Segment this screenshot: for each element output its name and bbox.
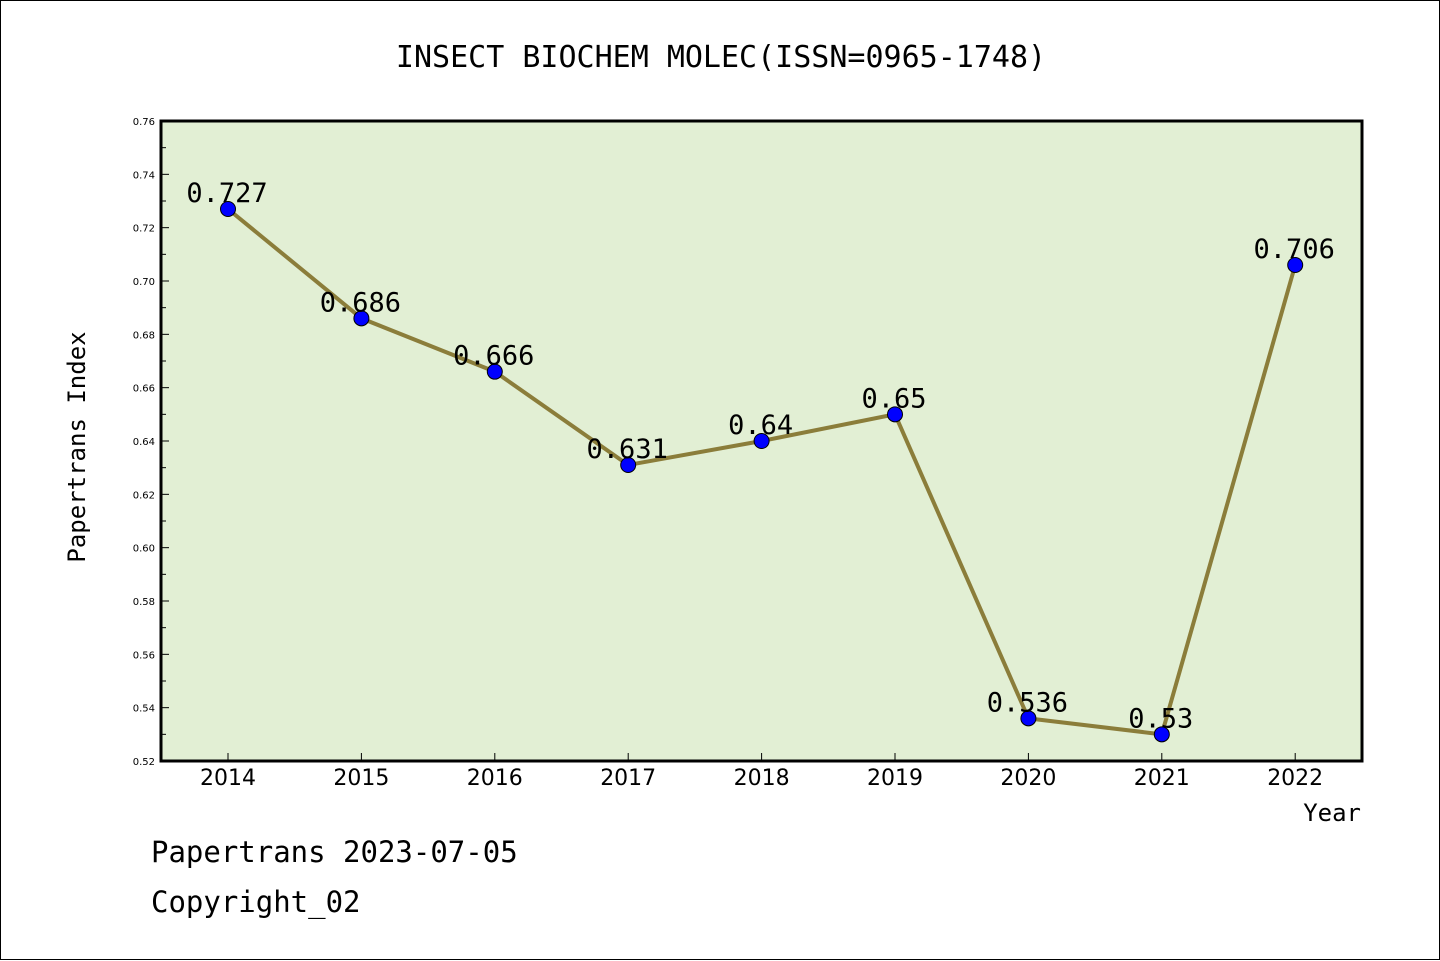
data-point — [486, 363, 503, 380]
y-tick-label: 0.74 — [133, 170, 155, 181]
data-point — [220, 201, 236, 217]
data-label: 0.727 — [186, 178, 267, 209]
y-tick-label: 0.52 — [133, 757, 155, 768]
source-date-text: Papertrans 2023-07-05 — [151, 835, 518, 869]
data-label: 0.666 — [453, 341, 534, 372]
data-point — [620, 457, 637, 473]
y-tick-label: 0.72 — [133, 224, 155, 235]
data-label: 0.64 — [728, 410, 793, 441]
data-label: 0.53 — [1128, 703, 1193, 734]
data-label: 0.631 — [587, 434, 668, 465]
data-label: 0.686 — [320, 287, 401, 318]
y-tick-label: 0.70 — [133, 277, 155, 288]
y-tick-label: 0.76 — [133, 117, 155, 128]
x-axis: 2014 2015 2016 2017 2018 2019 2020 2021 2022 — [200, 753, 1323, 791]
x-tick-label: 2022 — [1267, 766, 1323, 791]
x-tick-label: 2019 — [867, 766, 923, 791]
data-label: 0.706 — [1254, 234, 1335, 265]
data-point — [1153, 726, 1170, 743]
series — [220, 201, 1304, 743]
y-tick-label: 0.58 — [133, 597, 155, 608]
y-tick-label: 0.62 — [133, 490, 155, 501]
y-tick-label: 0.68 — [133, 330, 155, 341]
data-point — [887, 406, 903, 423]
x-tick-label: 2016 — [467, 766, 523, 791]
y-axis-title: Papertrans Index — [63, 331, 91, 562]
y-tick-label: 0.56 — [133, 650, 155, 661]
x-tick-label: 2021 — [1134, 766, 1190, 791]
copyright-text: Copyright_02 — [151, 885, 361, 919]
data-label: 0.65 — [861, 383, 926, 414]
data-labels: 0.727 0.686 0.666 0.631 0.64 0.65 0.536 0.53 0.7… — [186, 178, 1334, 734]
y-tick-label: 0.54 — [133, 704, 155, 715]
data-point — [753, 433, 770, 449]
data-point — [353, 310, 370, 327]
data-point — [1020, 710, 1037, 727]
x-tick-label: 2018 — [734, 766, 790, 791]
y-tick-label: 0.64 — [133, 437, 155, 448]
x-tick-label: 2015 — [333, 766, 389, 791]
y-tick-label: 0.66 — [133, 384, 155, 395]
y-tick-label: 0.60 — [133, 544, 155, 555]
x-axis-title: Year — [1303, 799, 1361, 827]
x-tick-label: 2014 — [200, 766, 256, 791]
y-axis: 0.52 0.54 0.56 0.58 0.60 0.62 0.64 0.66 0.68 0.70… — [133, 117, 169, 768]
x-tick-label: 2017 — [600, 766, 656, 791]
x-tick-label: 2020 — [1000, 766, 1056, 791]
data-point — [1287, 257, 1304, 273]
chart-title: INSECT BIOCHEM MOLEC(ISSN=0965-1748) — [396, 40, 1046, 75]
data-label: 0.536 — [987, 687, 1068, 718]
